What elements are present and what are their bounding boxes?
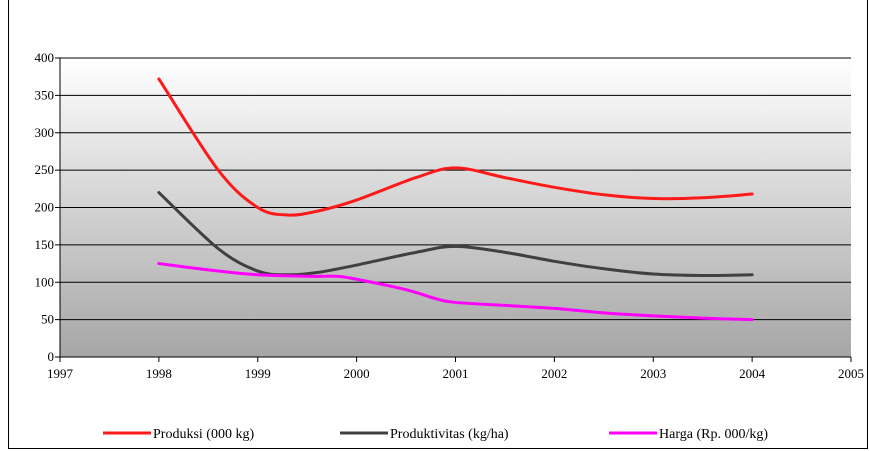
grid-lines [60,57,851,321]
legend-label-2: Produktivitas (kg/ha) [390,427,509,442]
x-tick-label: 1998 [146,366,172,381]
x-tick-label: 2000 [344,366,370,381]
x-tick-label: 2002 [541,366,567,381]
axes: 0 50 100 150 200 250 300 350 400 1997 1998 1999 2000… [35,50,865,381]
series-line-1 [157,77,754,217]
x-tick-label: 2004 [739,366,766,381]
y-tick-label: 300 [35,125,55,140]
x-tick-label: 2001 [443,366,469,381]
x-tick-label: 2005 [838,366,864,381]
y-tick-label: 350 [35,87,55,102]
y-tick-label: 0 [48,349,55,364]
y-tick-label: 50 [41,312,54,327]
series-line-3 [157,262,754,322]
x-tick-label: 1997 [47,366,74,381]
legend: Produksi (000 kg) Produktivitas (kg/ha) Ha… [103,427,768,442]
x-tick-label: 2003 [640,366,666,381]
y-tick-label: 100 [35,274,55,289]
y-tick-label: 400 [35,50,55,65]
legend-label-3: Harga (Rp. 000/kg) [659,427,768,442]
y-tick-label: 250 [35,162,55,177]
x-tick-label: 1999 [245,366,271,381]
series-layer [157,77,754,322]
series-line-2 [157,191,754,278]
y-tick-label: 150 [35,237,55,252]
legend-label-1: Produksi (000 kg) [153,427,254,442]
y-tick-label: 200 [35,200,55,215]
